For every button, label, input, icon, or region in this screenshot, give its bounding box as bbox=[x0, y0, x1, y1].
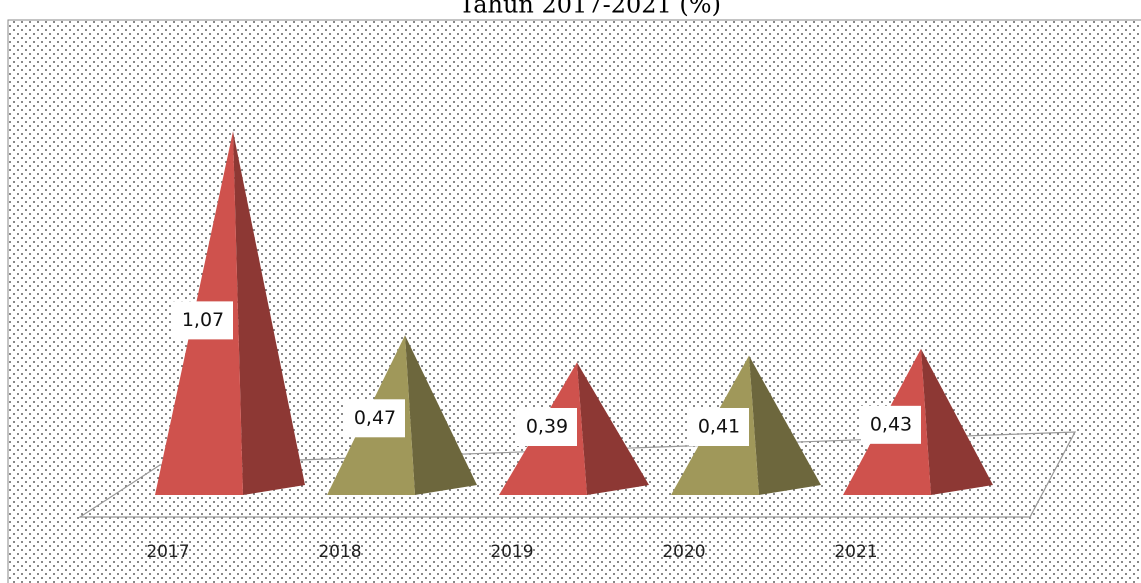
value-label: 1,07 bbox=[182, 309, 224, 331]
x-tick-label: 2017 bbox=[146, 542, 189, 562]
x-tick-label: 2020 bbox=[662, 542, 705, 562]
value-label: 0,43 bbox=[870, 413, 912, 435]
value-label-box bbox=[861, 405, 921, 444]
floor bbox=[77, 431, 1077, 518]
value-label-box bbox=[689, 408, 749, 446]
value-label-box bbox=[345, 399, 405, 438]
pyramid-side bbox=[921, 348, 993, 495]
value-label-box bbox=[173, 301, 233, 340]
pyramid-side bbox=[233, 131, 305, 495]
value-label: 0,41 bbox=[698, 416, 740, 438]
value-label-box bbox=[517, 408, 577, 446]
value-label: 0,47 bbox=[354, 407, 396, 429]
pyramid-side bbox=[405, 335, 477, 495]
x-tick-label: 2018 bbox=[318, 542, 361, 562]
pyramid-side bbox=[577, 362, 649, 495]
x-tick-label: 2021 bbox=[834, 542, 877, 562]
pyramid-side bbox=[749, 355, 821, 495]
chart-title: Tahun 2017-2021 (%) bbox=[459, 0, 721, 19]
value-label: 0,39 bbox=[526, 416, 568, 438]
x-tick-label: 2019 bbox=[490, 542, 533, 562]
